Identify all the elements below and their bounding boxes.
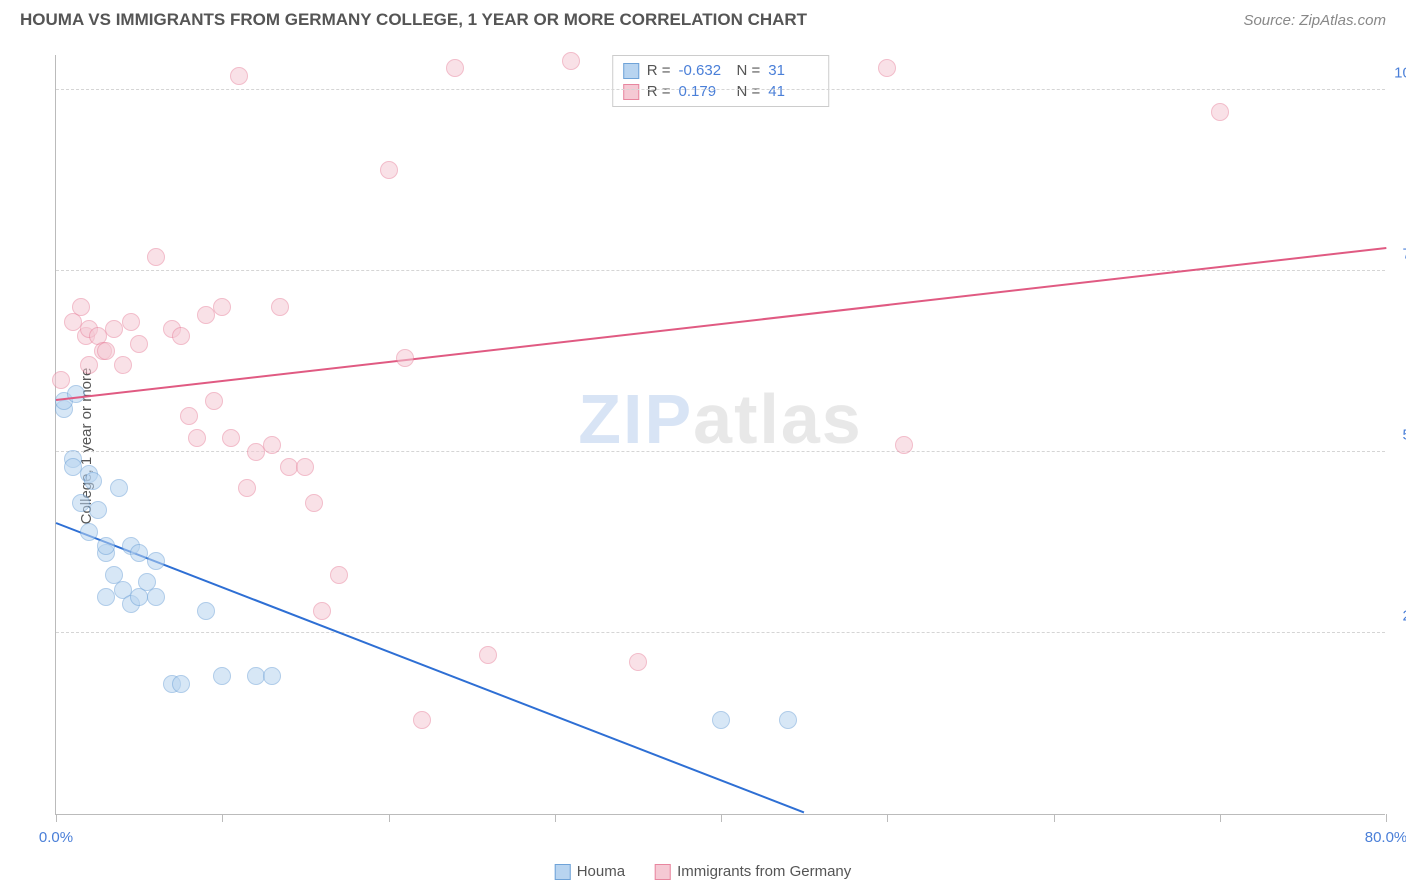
x-tick xyxy=(555,814,556,822)
data-point xyxy=(80,356,98,374)
stats-row: R = 0.179 N = 41 xyxy=(623,81,819,102)
data-point xyxy=(180,407,198,425)
data-point xyxy=(305,494,323,512)
legend-swatch xyxy=(623,63,639,79)
data-point xyxy=(313,602,331,620)
x-tick xyxy=(222,814,223,822)
x-tick xyxy=(721,814,722,822)
data-point xyxy=(172,327,190,345)
data-point xyxy=(230,67,248,85)
bottom-legend: Houma Immigrants from Germany xyxy=(555,863,852,880)
data-point xyxy=(80,523,98,541)
data-point xyxy=(72,494,90,512)
data-point xyxy=(222,429,240,447)
data-point xyxy=(97,588,115,606)
data-point xyxy=(413,711,431,729)
gridline xyxy=(56,89,1385,90)
y-tick-label: 50.0% xyxy=(1402,427,1406,444)
x-tick xyxy=(1386,814,1387,822)
data-point xyxy=(97,342,115,360)
stat-n-value: 31 xyxy=(768,62,818,79)
data-point xyxy=(67,385,85,403)
y-tick-label: 75.0% xyxy=(1402,246,1406,263)
x-tick-label: 80.0% xyxy=(1365,829,1406,846)
data-point xyxy=(895,436,913,454)
x-tick xyxy=(1054,814,1055,822)
y-tick-label: 100.0% xyxy=(1394,65,1406,82)
data-point xyxy=(197,306,215,324)
data-point xyxy=(72,298,90,316)
data-point xyxy=(562,52,580,70)
data-point xyxy=(122,313,140,331)
stat-n-value: 41 xyxy=(768,83,818,100)
data-point xyxy=(1211,103,1229,121)
data-point xyxy=(197,602,215,620)
data-point xyxy=(110,479,128,497)
legend-swatch xyxy=(555,864,571,880)
data-point xyxy=(271,298,289,316)
gridline xyxy=(56,632,1385,633)
data-point xyxy=(446,59,464,77)
x-tick xyxy=(1220,814,1221,822)
x-tick xyxy=(887,814,888,822)
data-point xyxy=(147,248,165,266)
data-point xyxy=(213,298,231,316)
data-point xyxy=(97,537,115,555)
legend-swatch xyxy=(623,84,639,100)
data-point xyxy=(205,392,223,410)
data-point xyxy=(84,472,102,490)
data-point xyxy=(380,161,398,179)
x-tick xyxy=(56,814,57,822)
stat-r-label: R = xyxy=(647,62,671,79)
data-point xyxy=(263,436,281,454)
stat-r-label: R = xyxy=(647,83,671,100)
stats-row: R = -0.632 N = 31 xyxy=(623,60,819,81)
data-point xyxy=(396,349,414,367)
legend-item: Houma xyxy=(555,863,625,880)
data-point xyxy=(296,458,314,476)
data-point xyxy=(247,443,265,461)
data-point xyxy=(263,667,281,685)
stats-legend-box: R = -0.632 N = 31 R = 0.179 N = 41 xyxy=(612,55,830,107)
data-point xyxy=(712,711,730,729)
stat-n-label: N = xyxy=(737,83,761,100)
data-point xyxy=(238,479,256,497)
chart-title: HOUMA VS IMMIGRANTS FROM GERMANY COLLEGE… xyxy=(20,10,807,30)
data-point xyxy=(130,335,148,353)
data-point xyxy=(89,501,107,519)
y-tick-label: 25.0% xyxy=(1402,608,1406,625)
data-point xyxy=(878,59,896,77)
stat-r-value: 0.179 xyxy=(679,83,729,100)
data-point xyxy=(188,429,206,447)
data-point xyxy=(130,544,148,562)
legend-label: Immigrants from Germany xyxy=(677,863,851,880)
data-point xyxy=(330,566,348,584)
data-point xyxy=(52,371,70,389)
data-point xyxy=(64,458,82,476)
data-point xyxy=(213,667,231,685)
chart-area: ZIPatlas R =-0.632N =31R =0.179N =41 25.… xyxy=(55,55,1385,815)
stat-r-value: -0.632 xyxy=(679,62,729,79)
data-point xyxy=(114,356,132,374)
legend-item: Immigrants from Germany xyxy=(655,863,851,880)
data-point xyxy=(479,646,497,664)
data-point xyxy=(147,552,165,570)
data-point xyxy=(147,588,165,606)
x-tick-label: 0.0% xyxy=(39,829,73,846)
trendline xyxy=(56,523,805,814)
watermark: ZIPatlas xyxy=(578,379,862,459)
stat-n-label: N = xyxy=(737,62,761,79)
legend-label: Houma xyxy=(577,863,625,880)
data-point xyxy=(247,667,265,685)
x-tick xyxy=(389,814,390,822)
data-point xyxy=(629,653,647,671)
data-point xyxy=(172,675,190,693)
source-label: Source: ZipAtlas.com xyxy=(1243,12,1386,29)
data-point xyxy=(280,458,298,476)
data-point xyxy=(105,320,123,338)
legend-swatch xyxy=(655,864,671,880)
data-point xyxy=(779,711,797,729)
